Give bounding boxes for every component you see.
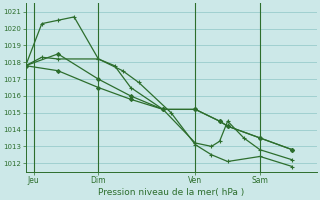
X-axis label: Pression niveau de la mer( hPa ): Pression niveau de la mer( hPa ) [98, 188, 244, 197]
